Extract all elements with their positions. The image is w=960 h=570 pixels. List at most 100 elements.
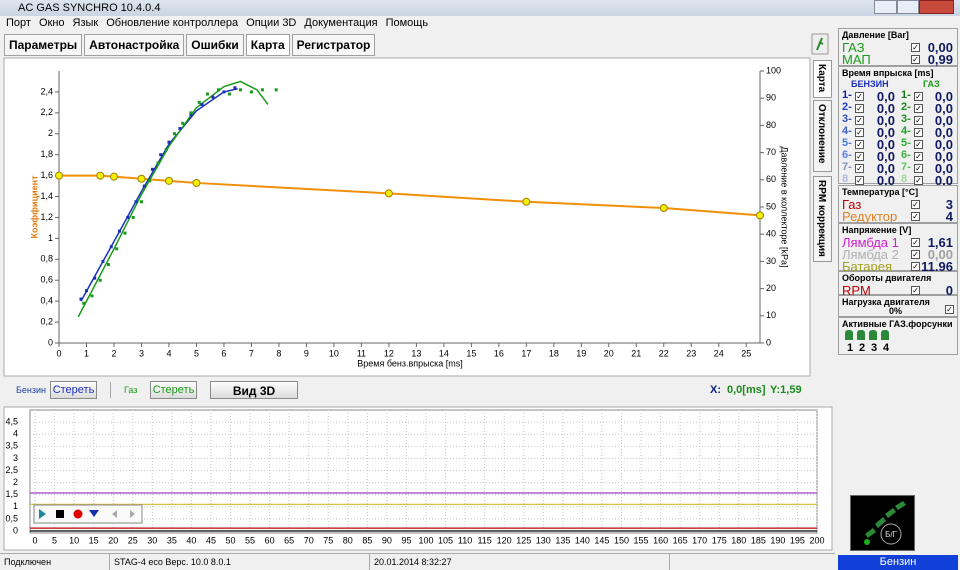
icon	[816, 37, 824, 51]
side-tab[interactable]: Карта	[813, 60, 832, 98]
menu-item[interactable]: Обновление контроллера	[106, 17, 239, 29]
data-point	[159, 153, 163, 157]
tab[interactable]: Ошибки	[186, 34, 244, 56]
down-button[interactable]	[89, 510, 99, 517]
data-point	[233, 86, 237, 90]
tab[interactable]: Карта	[245, 34, 290, 56]
side-tab[interactable]: Отклонение	[813, 100, 832, 172]
checkbox[interactable]: ✓	[855, 152, 864, 161]
gas-time: 0,0	[934, 161, 953, 176]
data-point	[115, 247, 119, 251]
checkbox[interactable]: ✓	[914, 92, 923, 101]
checkbox[interactable]: ✓	[911, 286, 920, 295]
checkbox[interactable]: ✓	[911, 55, 920, 64]
maximize-button[interactable]	[896, 0, 920, 14]
x-tick-label: 200	[809, 535, 824, 545]
x-tick-label: 4	[166, 348, 171, 358]
clear-gas-button[interactable]: Стереть	[150, 381, 197, 399]
side-tab[interactable]: RPM коррекция	[813, 176, 832, 262]
checkbox[interactable]: ✓	[914, 176, 923, 185]
row-label: МАП	[842, 52, 871, 67]
checkbox[interactable]: ✓	[914, 128, 923, 137]
menu-item[interactable]: Язык	[72, 17, 99, 29]
close-button[interactable]	[919, 0, 955, 14]
checkbox[interactable]: ✓	[855, 104, 864, 113]
data-point	[205, 92, 209, 96]
petrol-header: БЕНЗИН	[851, 79, 889, 89]
checkbox[interactable]: ✓	[911, 238, 920, 247]
y2-tick-label: 20	[766, 283, 776, 293]
minimize-button[interactable]	[874, 0, 897, 14]
tab[interactable]: Параметры	[4, 34, 83, 56]
stop-button[interactable]	[56, 510, 64, 518]
tab[interactable]: Автонастройка	[84, 34, 185, 56]
x-tick-label: 105	[438, 535, 453, 545]
injector-label: 3	[871, 342, 878, 354]
fuel-mode: Бензин	[838, 555, 958, 570]
checkbox[interactable]: ✓	[911, 212, 920, 221]
right-button[interactable]	[130, 510, 135, 518]
checkbox[interactable]: ✓	[911, 43, 920, 52]
x-tick-label: 140	[575, 535, 590, 545]
side-tab-label: Отклонение	[816, 104, 827, 164]
menu-item[interactable]: Помощь	[385, 17, 429, 29]
status-cell: Подключен	[0, 554, 110, 570]
x-tick-label: 0	[32, 535, 37, 545]
x-tick-label: 18	[549, 348, 559, 358]
gas-time: 0,0	[934, 101, 953, 116]
x-tick-label: 20	[604, 348, 614, 358]
checkbox[interactable]: ✓	[855, 116, 864, 125]
led	[864, 539, 870, 545]
checkbox[interactable]: ✓	[914, 116, 923, 125]
menu-item[interactable]: Опции 3D	[246, 17, 297, 29]
x-tick-label: 170	[692, 535, 707, 545]
checkbox[interactable]: ✓	[855, 92, 864, 101]
x-tick-label: 75	[323, 535, 333, 545]
x-tick-label: 6	[221, 348, 226, 358]
menu-item[interactable]: Окно	[38, 17, 65, 29]
checkbox[interactable]: ✓	[914, 152, 923, 161]
data-point	[93, 276, 97, 280]
x-tick-label: 120	[497, 535, 512, 545]
left-button[interactable]	[112, 510, 117, 518]
checkbox[interactable]: ✓	[914, 140, 923, 149]
petrol-time: 0,0	[876, 89, 895, 104]
menu-item[interactable]: Документация	[304, 17, 378, 29]
row-label: Лямбда 1	[842, 235, 899, 250]
checkbox[interactable]: ✓	[911, 250, 920, 259]
switch-circle	[880, 523, 902, 545]
checkbox[interactable]: ✓	[855, 140, 864, 149]
gas-time: 0,0	[934, 125, 953, 140]
checkbox[interactable]: ✓	[911, 200, 920, 209]
record-button[interactable]	[73, 509, 83, 519]
clear-petrol-button[interactable]: Стереть	[50, 381, 97, 399]
tab[interactable]: Регистратор	[291, 34, 376, 56]
checkbox[interactable]: ✓	[945, 305, 954, 314]
menu-item[interactable]: Порт	[6, 17, 31, 29]
data-point	[178, 127, 182, 131]
y-tick-label: 0	[48, 337, 53, 347]
checkbox[interactable]: ✓	[855, 164, 864, 173]
y-tick-label: 0,5	[5, 513, 18, 523]
gas-time: 0,0	[934, 89, 953, 104]
data-point	[200, 102, 204, 106]
y-tick-label: 1,5	[5, 489, 18, 499]
row-value: 0,00	[927, 247, 953, 262]
gas-header: ГАЗ	[923, 79, 940, 89]
checkbox[interactable]: ✓	[914, 104, 923, 113]
petrol-time: 0,0	[876, 125, 895, 140]
checkbox[interactable]: ✓	[855, 176, 864, 185]
play-button[interactable]	[39, 509, 46, 519]
y-tick-label: 2,4	[40, 86, 53, 96]
x-tick-label: 30	[147, 535, 157, 545]
checkbox[interactable]: ✓	[914, 164, 923, 173]
gas-time: 0,0	[934, 149, 953, 164]
checkbox[interactable]: ✓	[911, 262, 920, 271]
gas-cyl-label: 2-	[901, 101, 911, 113]
data-point	[172, 132, 176, 136]
x-tick-label: 40	[186, 535, 196, 545]
view-3d-button[interactable]: Вид 3D	[210, 381, 298, 399]
row-label: ГАЗ	[842, 40, 865, 55]
checkbox[interactable]: ✓	[855, 128, 864, 137]
